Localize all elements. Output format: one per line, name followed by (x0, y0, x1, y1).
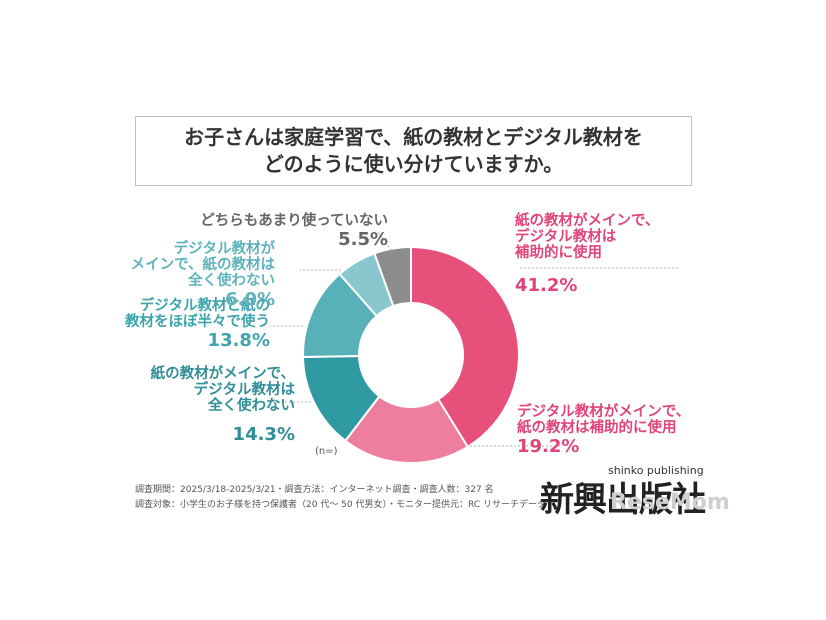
slice-label-line: 紙の教材がメインで、 (150, 366, 295, 382)
slice-label-3: 紙の教材がメインで、 デジタル教材は 全く使わない 14.3% (151, 366, 295, 446)
slice-label-line: 教材をほぼ半々で使う (125, 314, 270, 330)
slice-label-line: デジタル教材は (515, 229, 617, 245)
slice-label-5: デジタル教材が メインで、紙の教材は 全く使わない 6.0% (131, 241, 275, 311)
slice-label-line: 補助的に使用 (515, 245, 602, 261)
slice-label-line: 全く使わない (188, 273, 275, 289)
publisher-logo: shinko publishing 新興出版社 ReseMom (540, 464, 730, 520)
footnote-survey-period: 調査期間：2025/3/18-2025/3/21・調査方法：インターネット調査・… (135, 485, 494, 495)
chart-title: お子さんは家庭学習で、紙の教材とデジタル教材を どのように使い分けていますか。 (135, 116, 692, 186)
slice-label-line: デジタル教材は (193, 382, 295, 398)
slice-percent-label: 13.8% (207, 330, 270, 351)
slice-label-line: デジタル教材が (173, 241, 275, 257)
title-line-2: どのように使い分けていますか。 (263, 152, 564, 176)
slice-percent-label: 14.3% (232, 424, 295, 445)
slice-label-line: 紙の教材がメインで、 (515, 213, 660, 229)
slice-label-6: どちらもあまり使っていない 5.5% (200, 213, 388, 251)
slice-label-2: デジタル教材がメインで、 紙の教材は補助的に使用 19.2% (517, 404, 690, 458)
slice-label-line: 全く使わない (208, 398, 295, 414)
donut-slice-6 (373, 245, 412, 308)
sample-size-label: (n=) (315, 446, 338, 457)
slice-label-line: デジタル教材と紙の (139, 298, 270, 314)
logo-kanji: 新興出版社 (540, 480, 706, 520)
slice-percent-label: 6.0% (225, 289, 275, 310)
title-line-1: お子さんは家庭学習で、紙の教材とデジタル教材を (184, 125, 643, 149)
slice-label-line: デジタル教材がメインで、 (517, 404, 691, 420)
slice-percent-label: 5.5% (338, 229, 388, 250)
logo-roman: shinko publishing (608, 464, 704, 477)
slice-label-4: デジタル教材と紙の 教材をほぼ半々で使う 13.8% (125, 298, 270, 352)
slice-label-1: 紙の教材がメインで、 デジタル教材は 補助的に使用 41.2% (515, 213, 659, 297)
resemom-watermark: ReseMom (610, 490, 730, 515)
footnote-survey-target: 調査対象：小学生のお子様を持つ保護者（20 代〜 50 代男女）・モニター提供元… (135, 500, 546, 510)
leader-line-6 (377, 231, 397, 258)
slice-label-line: 紙の教材は補助的に使用 (517, 420, 677, 436)
slice-percent-label: 41.2% (515, 275, 578, 296)
donut-slice-2 (343, 394, 470, 464)
slice-label-line: どちらもあまり使っていない (200, 213, 388, 229)
slice-label-line: メインで、紙の教材は (130, 257, 275, 273)
slice-percent-label: 19.2% (517, 436, 580, 457)
donut-slice-1 (410, 245, 520, 449)
